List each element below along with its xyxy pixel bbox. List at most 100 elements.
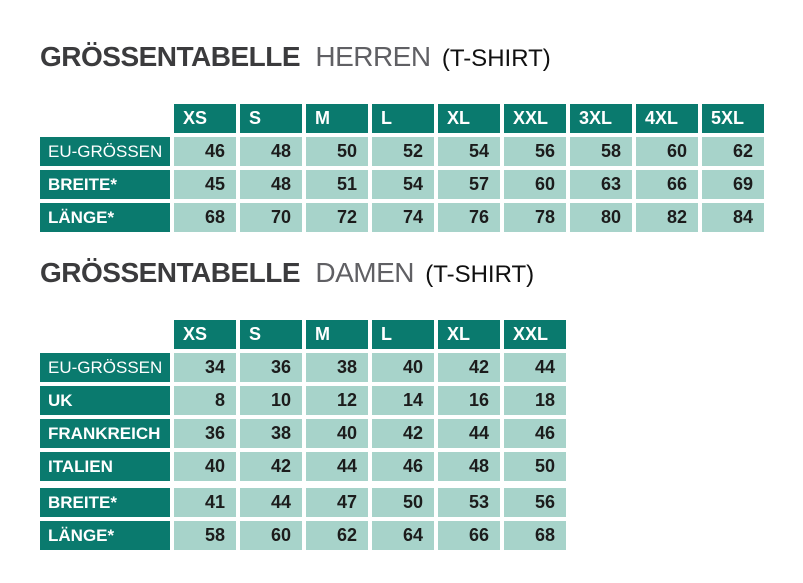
size-value-cell: 68 [504, 521, 566, 550]
size-value-cell: 56 [504, 137, 566, 166]
size-value-cell: 44 [504, 353, 566, 382]
header-row: XS S M L XL XXL 3XL 4XL 5XL [40, 104, 803, 133]
size-value-cell: 56 [504, 488, 566, 517]
size-value-cell: 46 [372, 452, 434, 481]
size-value-cell: 64 [372, 521, 434, 550]
size-value-cell: 51 [306, 170, 368, 199]
table-title-herren: GRÖSSENTABELLE HERREN (T-SHIRT) [40, 42, 803, 74]
size-value-cell: 62 [702, 137, 764, 166]
row-label-cell: UK [40, 386, 170, 415]
size-value-cell: 48 [240, 137, 302, 166]
size-value-cell: 57 [438, 170, 500, 199]
size-value-cell: 54 [372, 170, 434, 199]
size-value-cell: 40 [372, 353, 434, 382]
column-header-s: S [240, 320, 302, 349]
size-value-cell: 74 [372, 203, 434, 232]
table-title-main: GRÖSSENTABELLE [40, 257, 301, 288]
table-row: ITALIEN 40 42 44 46 48 50 [40, 452, 803, 481]
size-value-cell: 41 [174, 488, 236, 517]
size-value-cell: 52 [372, 137, 434, 166]
size-value-cell: 76 [438, 203, 500, 232]
size-value-cell: 40 [174, 452, 236, 481]
size-value-cell: 34 [174, 353, 236, 382]
size-value-cell: 70 [240, 203, 302, 232]
size-table-section-damen: GRÖSSENTABELLE DAMEN (T-SHIRT) XS S M L XL XX… [40, 258, 803, 550]
row-label-cell: FRANKREICH [40, 419, 170, 448]
column-header-m: M [306, 104, 368, 133]
column-header-s: S [240, 104, 302, 133]
table-row: EU-GRÖSSEN 46 48 50 52 54 56 58 60 62 [40, 137, 803, 166]
row-label-cell: EU-GRÖSSEN [40, 353, 170, 382]
size-value-cell: 60 [504, 170, 566, 199]
size-value-cell: 82 [636, 203, 698, 232]
table-row: LÄNGE* 68 70 72 74 76 78 80 82 84 [40, 203, 803, 232]
size-table-section-herren: GRÖSSENTABELLE HERREN (T-SHIRT) XS S M L XL X… [40, 42, 803, 232]
table-row: FRANKREICH 36 38 40 42 44 46 [40, 419, 803, 448]
size-value-cell: 46 [174, 137, 236, 166]
column-header-l: L [372, 104, 434, 133]
size-value-cell: 40 [306, 419, 368, 448]
column-header-l: L [372, 320, 434, 349]
table-row: LÄNGE* 58 60 62 64 66 68 [40, 521, 803, 550]
size-value-cell: 69 [702, 170, 764, 199]
column-header-xxl: XXL [504, 104, 566, 133]
table-row: BREITE* 45 48 51 54 57 60 63 66 69 [40, 170, 803, 199]
table-title-garment: (T-SHIRT) [425, 261, 535, 288]
size-value-cell: 48 [438, 452, 500, 481]
size-value-cell: 38 [306, 353, 368, 382]
table-row: UK 8 10 12 14 16 18 [40, 386, 803, 415]
size-value-cell: 60 [636, 137, 698, 166]
size-value-cell: 60 [240, 521, 302, 550]
size-value-cell: 58 [570, 137, 632, 166]
size-value-cell: 16 [438, 386, 500, 415]
column-header-xxl: XXL [504, 320, 566, 349]
size-value-cell: 50 [372, 488, 434, 517]
size-value-cell: 46 [504, 419, 566, 448]
size-value-cell: 80 [570, 203, 632, 232]
row-label-cell: LÄNGE* [40, 521, 170, 550]
size-value-cell: 54 [438, 137, 500, 166]
size-value-cell: 18 [504, 386, 566, 415]
header-row: XS S M L XL XXL [40, 320, 803, 349]
column-header-5xl: 5XL [702, 104, 764, 133]
size-value-cell: 47 [306, 488, 368, 517]
table-title-main: GRÖSSENTABELLE [40, 41, 301, 72]
size-grid-herren: XS S M L XL XXL 3XL 4XL 5XL EU-GRÖSSEN 46 48 50 52 54 5… [40, 104, 803, 232]
row-label-cell: ITALIEN [40, 452, 170, 481]
size-value-cell: 36 [240, 353, 302, 382]
row-label-cell: EU-GRÖSSEN [40, 137, 170, 166]
column-header-4xl: 4XL [636, 104, 698, 133]
size-value-cell: 66 [636, 170, 698, 199]
size-value-cell: 10 [240, 386, 302, 415]
column-header-xl: XL [438, 104, 500, 133]
column-header-3xl: 3XL [570, 104, 632, 133]
size-value-cell: 44 [306, 452, 368, 481]
size-value-cell: 38 [240, 419, 302, 448]
size-charts-page: GRÖSSENTABELLE HERREN (T-SHIRT) XS S M L XL X… [40, 42, 803, 550]
table-title-garment: (T-SHIRT) [441, 45, 551, 72]
table-title-gender: DAMEN [315, 257, 414, 288]
size-value-cell: 78 [504, 203, 566, 232]
size-value-cell: 66 [438, 521, 500, 550]
size-value-cell: 50 [306, 137, 368, 166]
column-header-m: M [306, 320, 368, 349]
size-value-cell: 42 [438, 353, 500, 382]
size-value-cell: 44 [438, 419, 500, 448]
size-value-cell: 50 [504, 452, 566, 481]
size-value-cell: 62 [306, 521, 368, 550]
size-value-cell: 12 [306, 386, 368, 415]
size-value-cell: 58 [174, 521, 236, 550]
size-grid-damen: XS S M L XL XXL EU-GRÖSSEN 34 36 38 40 42 44 UK 8 10 12 1… [40, 320, 803, 550]
row-label-cell: LÄNGE* [40, 203, 170, 232]
size-value-cell: 72 [306, 203, 368, 232]
size-value-cell: 36 [174, 419, 236, 448]
column-header-xs: XS [174, 104, 236, 133]
corner-spacer [40, 104, 170, 133]
size-value-cell: 44 [240, 488, 302, 517]
row-label-cell: BREITE* [40, 488, 170, 517]
table-title-damen: GRÖSSENTABELLE DAMEN (T-SHIRT) [40, 258, 803, 290]
size-value-cell: 8 [174, 386, 236, 415]
column-header-xs: XS [174, 320, 236, 349]
size-value-cell: 42 [372, 419, 434, 448]
size-value-cell: 48 [240, 170, 302, 199]
